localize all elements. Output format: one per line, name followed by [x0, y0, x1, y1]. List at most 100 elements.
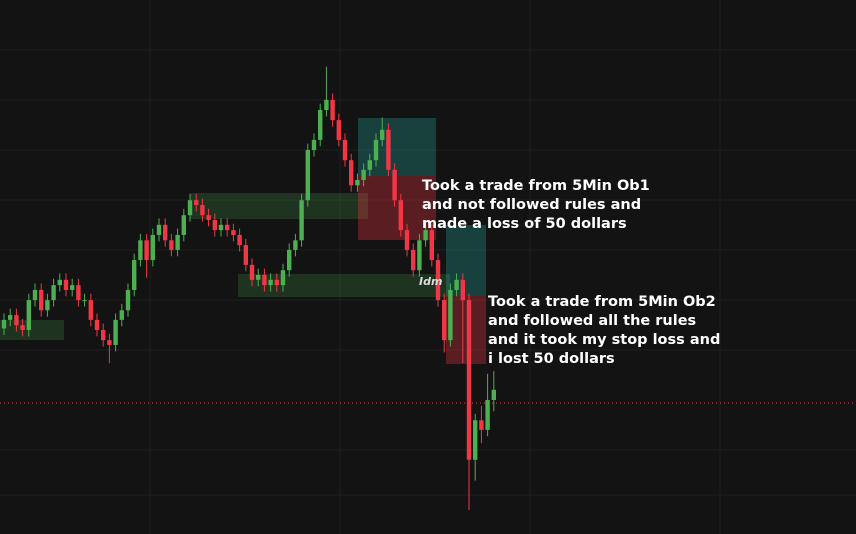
- candle-body: [373, 139, 379, 161]
- candle-body: [125, 289, 131, 311]
- candle-body: [479, 420, 484, 430]
- candle-body: [200, 205, 205, 216]
- candle-body: [287, 249, 292, 271]
- candle-body: [82, 300, 87, 302]
- candle-body: [404, 230, 410, 250]
- candle-body: [491, 389, 496, 400]
- order-block: [238, 274, 450, 297]
- candle-body: [119, 310, 124, 320]
- annotation-line: and not followed rules and: [422, 197, 641, 213]
- candle-body: [187, 200, 193, 216]
- candle-body: [466, 300, 472, 460]
- candle-body: [473, 420, 478, 460]
- candle-body: [181, 215, 186, 235]
- candle-body: [144, 240, 149, 261]
- candle-body: [361, 169, 366, 180]
- candle-body: [336, 120, 341, 140]
- candle-body: [212, 220, 217, 231]
- stop-loss-zone: [446, 296, 486, 364]
- take-profit-zone: [446, 225, 486, 296]
- candle-body: [274, 279, 279, 286]
- annotation-line: made a loss of 50 dollars: [422, 216, 627, 232]
- candle-body: [485, 399, 490, 430]
- annotations: Took a trade from 5Min Ob1 and not follow…: [422, 178, 720, 367]
- candle-body: [398, 200, 403, 231]
- candle-body: [45, 300, 50, 311]
- candle-body: [39, 289, 44, 311]
- candle-body: [318, 110, 323, 140]
- annotation-line: and it took my stop loss and: [488, 332, 720, 348]
- candle-body: [51, 285, 56, 301]
- candle-body: [442, 300, 447, 341]
- annotation-line: Took a trade from 5Min Ob1: [422, 178, 650, 194]
- stop-loss-zone: [358, 176, 436, 240]
- candles: [1, 66, 496, 510]
- candle-body: [113, 319, 118, 345]
- candle-body: [280, 270, 286, 286]
- candle-body: [392, 169, 397, 201]
- candle-body: [256, 275, 261, 280]
- candle-body: [454, 279, 459, 290]
- candle-body: [107, 340, 112, 345]
- order-block: [190, 193, 368, 219]
- candle-body: [243, 245, 248, 265]
- candle-body: [423, 230, 428, 241]
- candle-body: [349, 160, 354, 186]
- candle-body: [26, 300, 31, 331]
- candle-body: [293, 240, 298, 250]
- candle-body: [94, 319, 100, 331]
- candle-body: [324, 99, 329, 111]
- annotation-line: Took a trade from 5Min Ob2: [488, 294, 716, 310]
- candle-body: [435, 260, 441, 301]
- candle-body: [14, 315, 19, 326]
- candle-body: [169, 240, 174, 250]
- candle-body: [150, 234, 155, 261]
- candle-body: [231, 230, 236, 235]
- candle-body: [305, 150, 310, 201]
- candle-body: [460, 279, 465, 301]
- candle-body: [218, 224, 224, 231]
- candle-body: [249, 264, 255, 280]
- candle-body: [32, 289, 38, 301]
- candle-body: [311, 139, 317, 151]
- candle-body: [1, 319, 7, 329]
- annotation-line: and followed all the rules: [488, 313, 696, 329]
- candle-body: [299, 200, 304, 241]
- candle-body: [156, 224, 162, 235]
- zones: [0, 118, 486, 364]
- candle-body: [175, 234, 180, 250]
- candle-body: [262, 275, 267, 286]
- candle-body: [380, 129, 385, 140]
- candle-body: [63, 279, 69, 290]
- candle-body: [411, 249, 416, 271]
- candle-body: [57, 279, 62, 286]
- candle-body: [206, 215, 211, 221]
- candle-body: [163, 224, 168, 241]
- candle-body: [417, 240, 422, 271]
- candle-body: [70, 285, 75, 290]
- candle-body: [367, 160, 372, 170]
- candle-body: [225, 224, 230, 231]
- candle-body: [194, 200, 199, 206]
- candle-body: [429, 230, 434, 261]
- candle-body: [268, 279, 273, 286]
- candle-body: [355, 179, 360, 186]
- candle-body: [88, 300, 93, 320]
- candle-body: [76, 285, 81, 301]
- candle-body: [448, 289, 453, 341]
- candle-body: [20, 325, 25, 331]
- candle-body: [101, 330, 106, 341]
- annotation-line: i lost 50 dollars: [488, 351, 615, 367]
- candle-body: [342, 139, 348, 161]
- candle-body: [330, 99, 335, 121]
- idm-label: Idm: [419, 275, 442, 288]
- candle-body: [132, 260, 137, 290]
- order-block: [0, 320, 64, 340]
- candle-body: [138, 240, 143, 261]
- candle-body: [237, 234, 242, 246]
- candle-body: [8, 315, 13, 320]
